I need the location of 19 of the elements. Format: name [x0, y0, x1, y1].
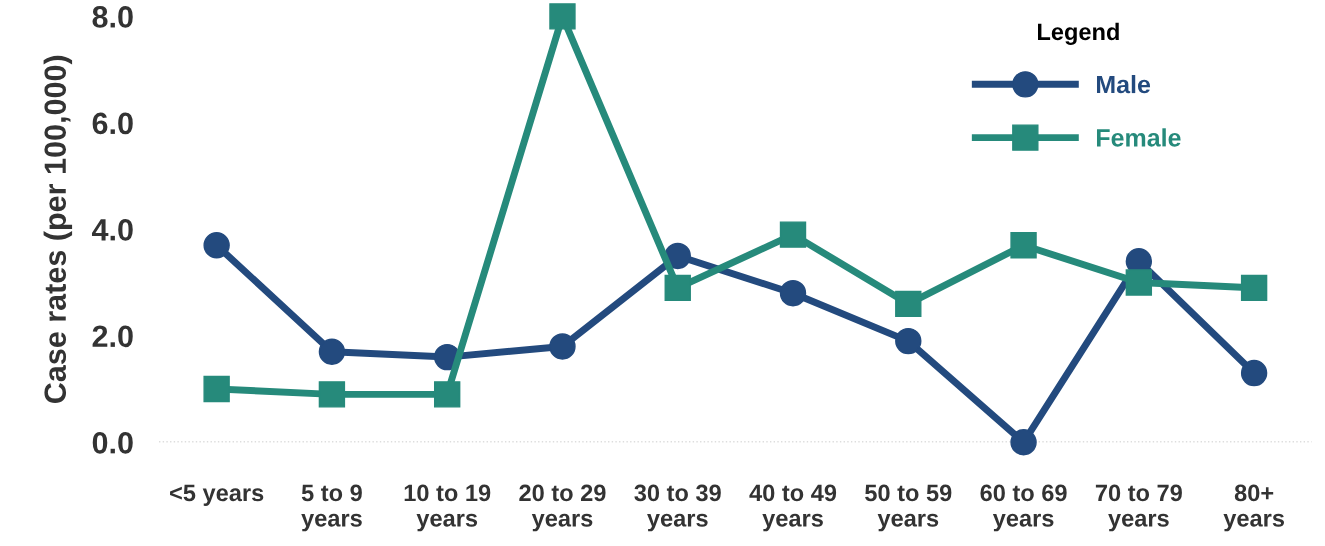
x-tick-label: 50 to 59 years — [865, 484, 952, 532]
x-tick-label: 60 to 69 years — [980, 484, 1067, 532]
x-tick-label: 80+ years — [1223, 484, 1284, 532]
y-tick-label: 4.0 — [91, 219, 133, 241]
x-tick-label: 5 to 9 years — [301, 484, 362, 532]
y-tick-label: 8.0 — [92, 6, 133, 28]
y-tick-label: 6.0 — [92, 112, 133, 135]
x-tick-label: 30 to 39 years — [634, 484, 721, 532]
y-tick-label: 2.0 — [92, 325, 133, 348]
y-tick-label: 0.0 — [92, 432, 133, 454]
x-tick-label: 10 to 19 years — [404, 484, 491, 532]
legend-title: Legend — [1038, 22, 1119, 45]
x-tick-label: 70 to 79 years — [1095, 484, 1182, 532]
legend-label: Female — [1096, 128, 1181, 147]
x-tick-label: <5 years — [170, 484, 264, 506]
x-tick-label: 40 to 49 years — [749, 484, 837, 532]
y-axis-title: Case rates (per 100,000) — [43, 55, 73, 404]
legend-label: Male — [1096, 74, 1151, 94]
x-tick-label: 20 to 29 years — [519, 484, 606, 532]
